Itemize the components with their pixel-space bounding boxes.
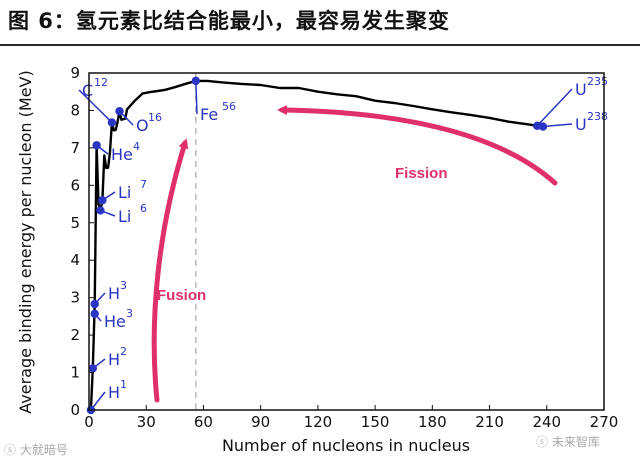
x-axis-label: Number of nucleons in nucleus [222,436,470,455]
isotope-u-238: U 238 [538,110,608,134]
isotope-point [90,309,99,318]
isotope-point [191,76,201,86]
watermark-right: ⓢ 未来智库 [536,435,600,449]
isotope-li-6: Li 6 [96,202,147,226]
y-axis-label: Average binding energy per nucleon (MeV) [16,70,35,413]
isotope-leader-line [536,88,573,127]
isotope-point [115,106,124,116]
y-tick-label: 7 [70,139,80,157]
x-tick-label: 60 [194,413,213,431]
isotope-point [90,299,99,309]
isotope-symbol: H [108,383,120,402]
x-tick-label: 210 [475,413,504,431]
x-tick-label: 240 [532,413,561,431]
fusion-arrow [151,138,189,403]
x-tick-label: 120 [304,413,333,431]
y-tick-label: 9 [70,64,80,82]
plot-frame [88,72,605,411]
isotope-symbol: Fe [200,105,218,124]
isotope-mass-number: 3 [120,279,127,292]
x-tick-label: 30 [137,413,156,431]
isotope-li-7: Li 7 [98,178,147,205]
x-tick-label: 150 [361,413,390,431]
isotope-mass-number: 7 [140,178,147,191]
isotope-mass-number: 16 [148,111,162,124]
isotope-mass-number: 56 [222,100,236,113]
isotope-mass-number: 6 [140,202,147,215]
x-tick-label: 90 [251,413,270,431]
x-tick-label: 0 [84,413,94,431]
y-tick-label: 1 [70,364,80,382]
isotope-symbol: U [575,80,587,99]
isotope-leader-line [195,80,198,115]
x-tick-label: 180 [418,413,447,431]
isotope-symbol: U [575,115,587,134]
isotope-mass-number: 238 [587,110,608,123]
isotope-symbol: O [136,116,149,135]
isotope-leader-line [78,89,113,123]
isotope-point [88,364,98,373]
y-tick-label: 8 [70,101,80,119]
isotope-fe-56: Fe 56 [191,76,236,124]
isotope-point [96,206,105,215]
isotope-point [92,141,101,150]
isotope-point [538,122,548,131]
isotope-symbol: Li [118,207,131,226]
y-tick-label: 3 [70,289,80,307]
isotope-mass-number: 4 [133,140,140,153]
isotope-mass-number: 3 [126,307,133,320]
isotope-symbol: H [108,350,120,369]
y-tick-label: 6 [70,176,80,194]
isotope-mass-number: 235 [587,75,608,88]
isotope-symbol: Li [118,183,131,202]
y-tick-label: 0 [70,401,80,419]
fusion-label: Fusion [157,287,206,304]
isotope-mass-number: 1 [120,378,127,391]
binding-energy-curve [89,79,544,411]
isotope-symbol: He [111,145,133,164]
fission-label: Fission [395,165,448,182]
y-tick-label: 2 [70,326,80,344]
isotope-symbol: C [82,81,93,100]
isotope-he-4: He 4 [92,140,140,164]
isotope-leader-line [542,123,573,128]
isotope-point [107,118,117,127]
isotope-symbol: H [108,284,120,303]
isotope-symbol: He [104,312,126,331]
y-tick-label: 4 [70,251,80,269]
figure-title: 图 6：氢元素比结合能最小，最容易发生聚变 [8,9,450,33]
isotope-c-12: C 12 [78,76,117,127]
title-divider [0,44,640,46]
watermark-left: ⓢ 大就暗号 [4,443,68,457]
isotope-he-3: He 3 [90,307,133,331]
isotope-o-16: O 16 [115,106,162,135]
y-tick-label: 5 [70,214,80,232]
fission-arrow [277,105,558,186]
isotope-mass-number: 12 [94,76,108,89]
isotope-u-235: U 235 [533,75,608,130]
x-tick-label: 270 [590,413,619,431]
isotope-point [98,196,107,205]
isotope-mass-number: 2 [120,345,127,358]
